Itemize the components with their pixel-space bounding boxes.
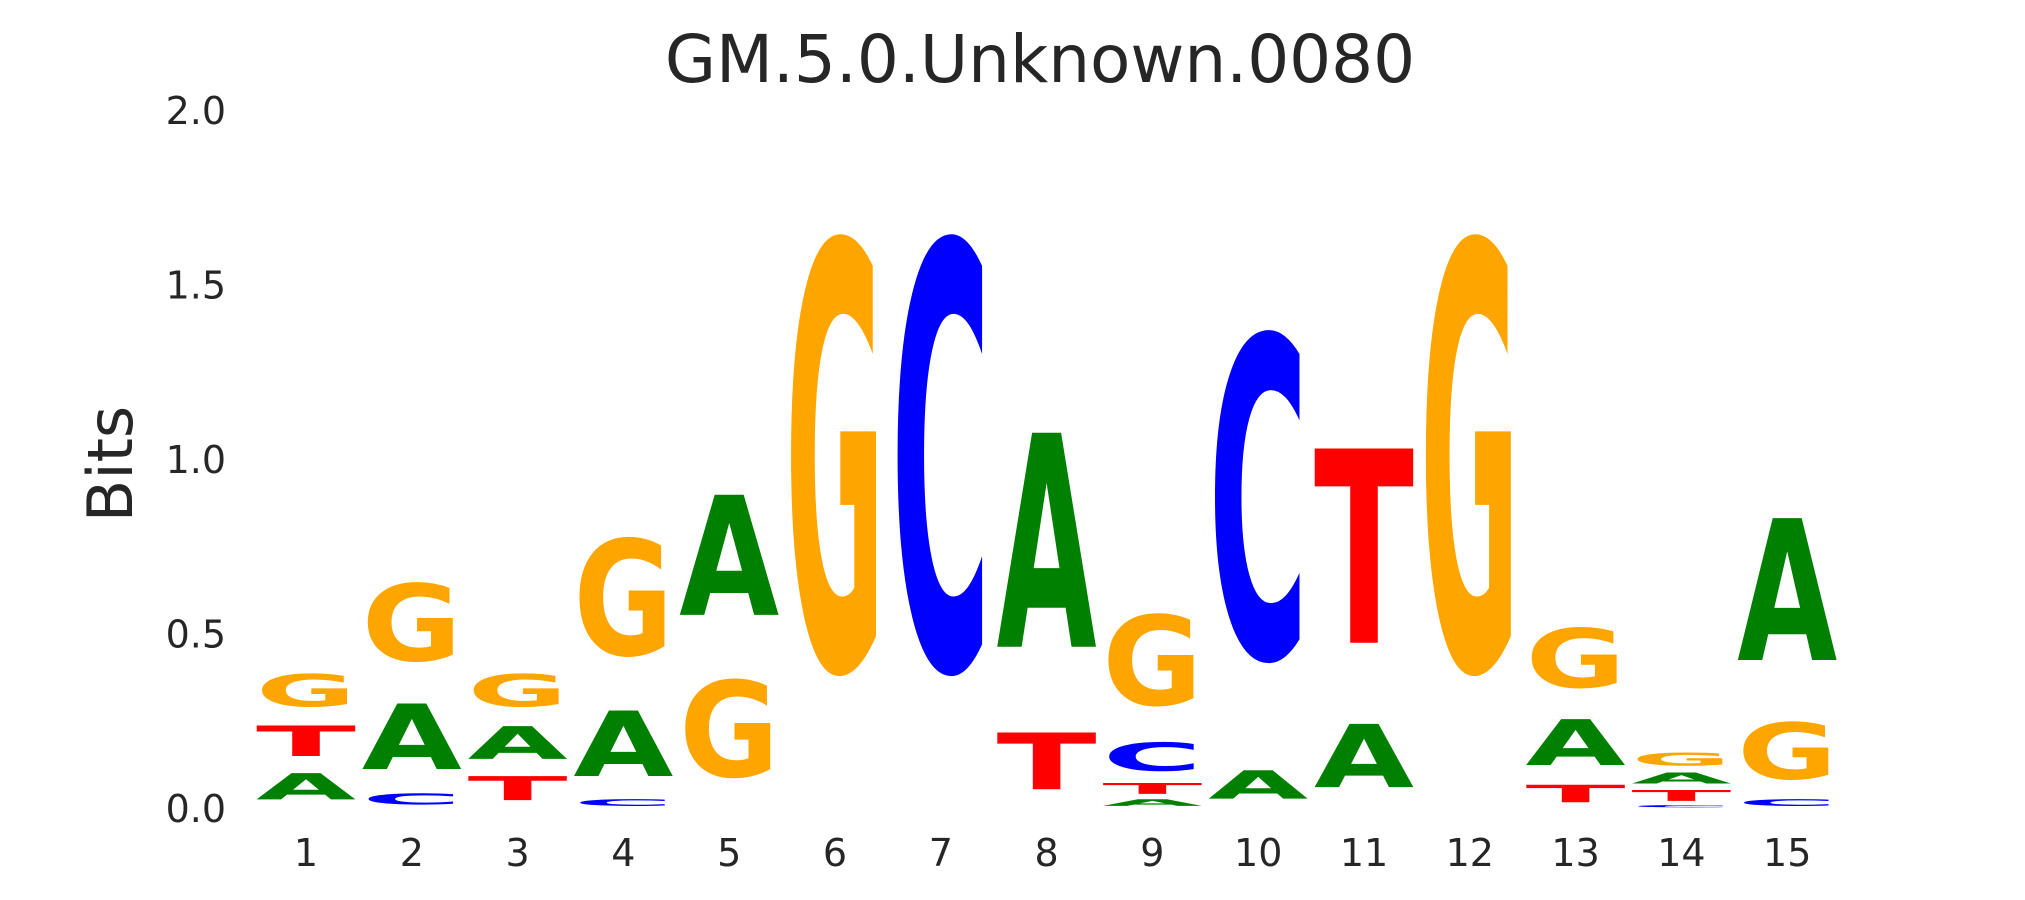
- x-tick-label: 6: [823, 831, 847, 875]
- x-tick-label: 12: [1446, 831, 1494, 875]
- x-tick-label: 7: [929, 831, 953, 875]
- logo-letter-a: A: [1208, 762, 1308, 808]
- y-tick-label: 0.0: [166, 787, 226, 831]
- logo-letter-g: G: [1631, 749, 1731, 770]
- y-tick-label: 2.0: [166, 89, 226, 133]
- logo-letter-a: A: [1526, 707, 1626, 780]
- logo-letter-a: A: [997, 375, 1097, 717]
- logo-letter-g: G: [362, 564, 462, 686]
- logo-letter-g: G: [256, 665, 356, 717]
- y-axis-ticks: 0.0 0.5 1.0 1.5 2.0: [166, 89, 226, 831]
- y-tick-label: 0.5: [166, 613, 226, 657]
- logo-letter-g: G: [785, 125, 885, 806]
- logo-letter-a: A: [468, 717, 568, 769]
- logo-letter-t: T: [1526, 780, 1626, 808]
- logo-letter-c: C: [573, 797, 673, 808]
- logo-letter-a: A: [362, 687, 462, 791]
- logo-letter-a: A: [256, 766, 356, 808]
- logo-letter-g: G: [679, 654, 779, 808]
- x-tick-label: 2: [400, 831, 424, 875]
- logo-letter-t: T: [997, 717, 1097, 808]
- logo-letter-a: A: [679, 462, 779, 653]
- chart-title: GM.5.0.Unknown.0080: [665, 21, 1415, 98]
- logo-letter-g: G: [573, 509, 673, 693]
- x-tick-label: 5: [717, 831, 741, 875]
- x-tick-label: 1: [294, 831, 318, 875]
- logo-letter-a: A: [1631, 770, 1731, 787]
- x-tick-label: 9: [1140, 831, 1164, 875]
- logo-letter-a: A: [1102, 798, 1202, 809]
- logo-letter-t: T: [468, 770, 568, 808]
- logo-letter-g: G: [1102, 591, 1202, 735]
- x-axis-ticks: 1 2 3 4 5 6 7 8 9 10 11 12 13 14 15: [294, 831, 1811, 875]
- logo-letter-a: A: [573, 694, 673, 798]
- y-tick-label: 1.0: [166, 438, 226, 482]
- logo-letter-c: C: [1631, 805, 1731, 808]
- logo-letter-t: T: [256, 718, 356, 767]
- x-tick-label: 3: [506, 831, 530, 875]
- x-tick-label: 8: [1035, 831, 1059, 875]
- x-tick-label: 11: [1340, 831, 1388, 875]
- logo-letter-g: G: [1526, 613, 1626, 707]
- logo-letter-c: C: [362, 790, 462, 807]
- logo-letter-t: T: [1102, 780, 1202, 798]
- y-axis-label: Bits: [74, 406, 147, 522]
- logo-letter-c: C: [1737, 797, 1837, 808]
- logo-letter-g: G: [1420, 125, 1520, 806]
- logo-letter-a: A: [1737, 480, 1837, 706]
- logo-letter-t: T: [1631, 787, 1731, 805]
- x-tick-label: 14: [1657, 831, 1705, 875]
- logo-letter-g: G: [468, 665, 568, 717]
- x-tick-label: 15: [1763, 831, 1811, 875]
- y-tick-label: 1.5: [166, 264, 226, 308]
- logo-letter-g: G: [1737, 707, 1837, 798]
- logo-letter-c: C: [891, 127, 991, 807]
- x-tick-label: 10: [1234, 831, 1282, 875]
- logo-letter-c: C: [1208, 248, 1308, 761]
- logo-letter-t: T: [1314, 395, 1414, 706]
- logo-letter-c: C: [1102, 735, 1202, 780]
- x-tick-label: 4: [611, 831, 635, 875]
- x-tick-label: 13: [1551, 831, 1599, 875]
- logo-letter-a: A: [1314, 707, 1414, 808]
